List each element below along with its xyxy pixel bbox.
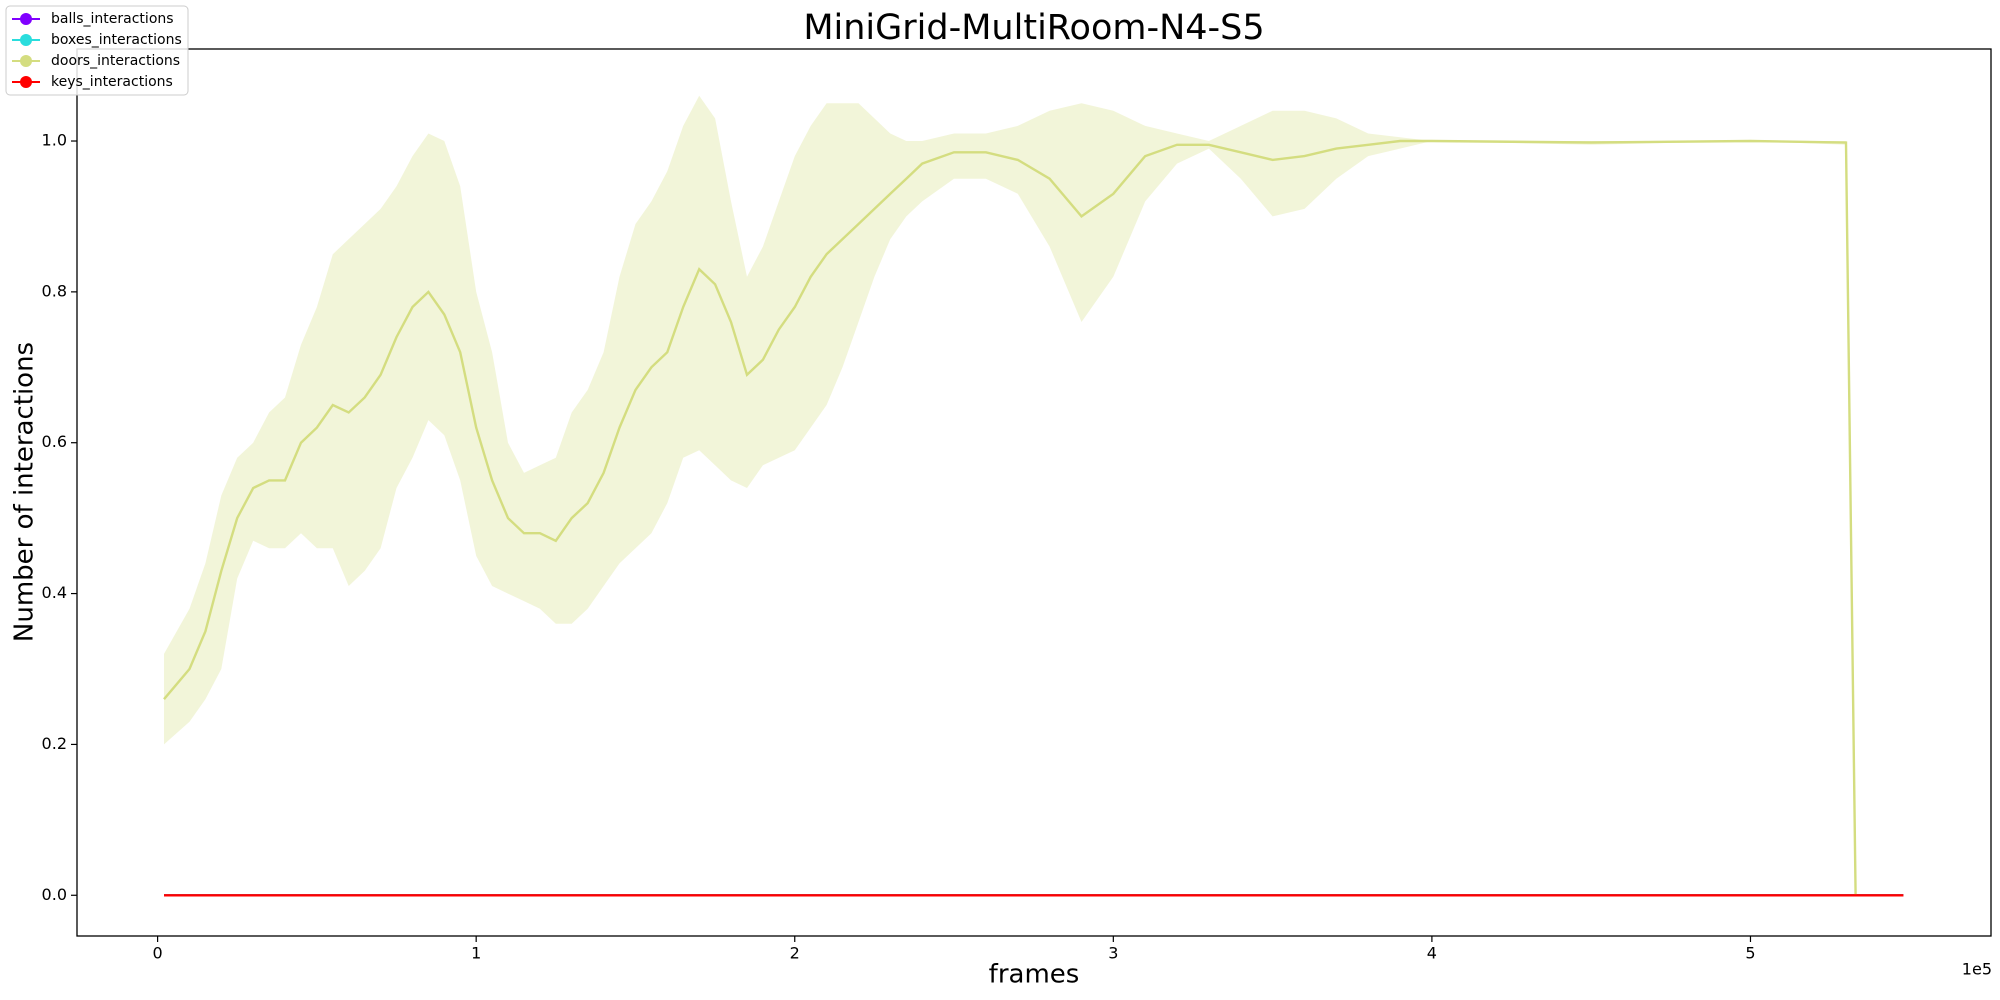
- series-line: [163, 139, 1857, 896]
- legend-marker: [20, 76, 32, 88]
- legend-marker: [20, 13, 32, 25]
- legend-label: doors_interactions: [51, 53, 180, 69]
- legend-marker: [20, 34, 32, 46]
- y-tick-label: 0.0: [42, 885, 67, 904]
- x-tick-label: 3: [1108, 944, 1118, 963]
- y-tick-label: 0.4: [42, 583, 67, 602]
- x-tick-label: 2: [790, 944, 800, 963]
- legend-label: boxes_interactions: [51, 32, 182, 48]
- y-tick-label: 1.0: [42, 131, 67, 150]
- legend-label: balls_interactions: [51, 11, 174, 27]
- y-tick-label: 0.8: [42, 281, 67, 300]
- y-axis-label: Number of interactions: [10, 342, 40, 642]
- x-tick-label: 0: [153, 944, 163, 963]
- y-tick-label: 0.6: [42, 432, 67, 451]
- confidence-band: [164, 95, 1856, 896]
- legend-label: keys_interactions: [51, 74, 173, 90]
- chart-title: MiniGrid-MultiRoom-N4-S5: [803, 8, 1264, 48]
- x-tick-label: 4: [1427, 944, 1437, 963]
- x-tick-label: 1: [471, 944, 481, 963]
- x-offset-label: 1e5: [1962, 960, 1992, 979]
- x-axis-label: frames: [989, 960, 1080, 990]
- legend: balls_interactions boxes_interactionsdoor…: [5, 5, 189, 96]
- x-tick-label: 5: [1745, 944, 1755, 963]
- legend-marker: [20, 55, 32, 67]
- legend-box: [5, 5, 189, 96]
- y-tick-label: 0.2: [42, 734, 67, 753]
- plot-frame: [76, 48, 1992, 937]
